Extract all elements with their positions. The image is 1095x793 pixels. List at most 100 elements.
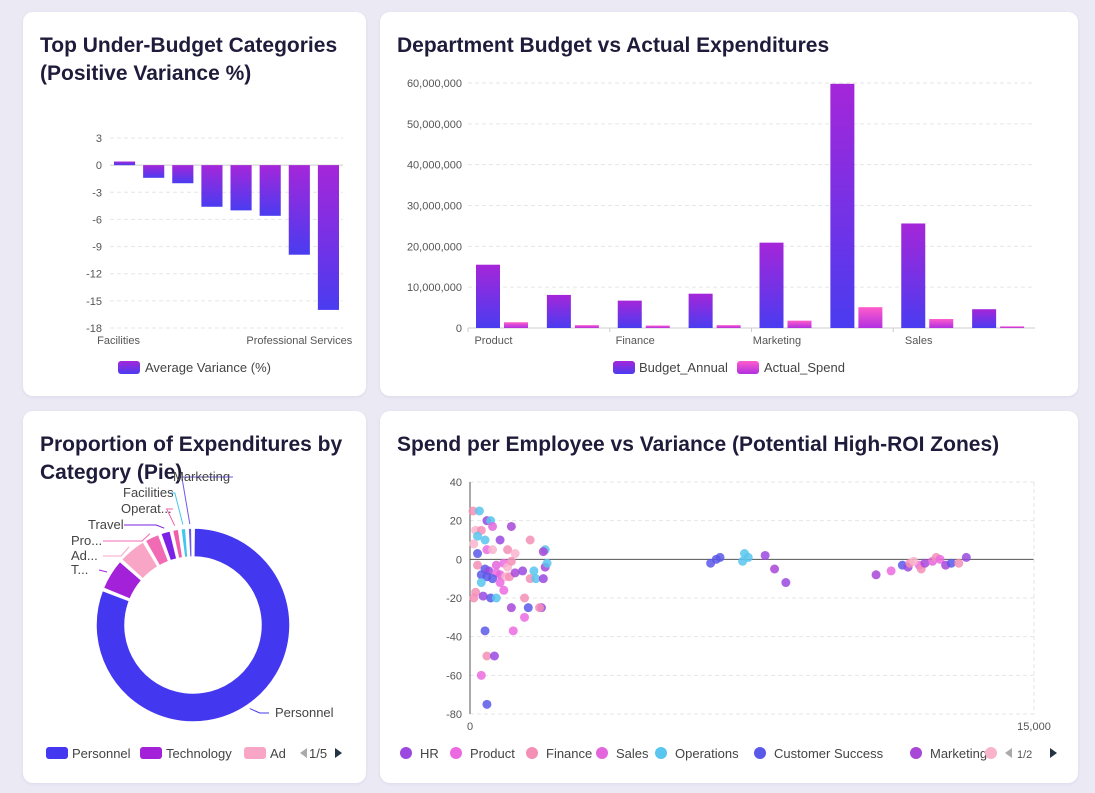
legend-marker[interactable] [596,747,608,759]
scatter-point [499,585,509,595]
scatter-point [491,593,501,603]
scatter-point [476,578,486,588]
bar [288,165,310,255]
budget-bar [688,293,713,328]
pie-slice [187,527,193,558]
label-leader-line [165,508,176,526]
y-tick-label: 60,000,000 [407,78,462,90]
scatter-point [488,574,498,584]
label-leader-line [103,546,130,557]
x-tick-label: 15,000 [1017,721,1051,733]
budget-chart-title: Department Budget vs Actual Expenditures [397,34,830,57]
scatter-point [488,521,498,531]
budget-chart: 0 10,000,000 20,000,000 30,000,000 40,000,00… [407,78,1035,375]
legend-prev-icon[interactable] [1005,748,1012,758]
y-tick-label: -20 [446,593,462,605]
actual-spend-bar [787,320,812,328]
legend-next-icon[interactable] [1050,748,1057,758]
actual-spend-bar [504,322,528,328]
scatter-point [495,578,505,588]
scatter-point [525,535,535,545]
scatter-point [529,566,539,576]
legend-page: 1/2 [1017,749,1032,761]
label-leader-line [169,492,184,525]
pie-slice [95,527,291,723]
legend-marker[interactable] [400,747,412,759]
pie-chart-title: Proportion of Expenditures by Category (… [40,433,343,484]
legend-item-label: Ad [270,746,286,761]
scatter-point [476,670,486,680]
label-leader-line [124,524,165,529]
scatter-point [520,612,530,622]
scatter-point [474,506,484,516]
scatter-point [480,626,490,636]
bar [172,165,194,184]
slice-label: Facilities [123,485,174,500]
scatter-point [473,560,483,570]
legend-label: Budget_Annual [639,360,728,375]
scatter-point [935,554,945,564]
scatter-point [523,603,533,613]
scatter-point [538,574,548,584]
legend-swatch[interactable] [244,747,266,759]
y-tick-label: 40,000,000 [407,160,462,172]
y-tick-label: -9 [92,242,102,254]
scatter-point [715,552,725,562]
pie-slice [144,533,170,567]
legend-marker[interactable] [910,747,922,759]
scatter-point [954,558,964,568]
scatter-chart: 40 20 0 -20 -40 -60 -80 0 15,000 HR Product Finance… [400,477,1057,761]
legend-marker[interactable] [985,747,997,759]
scatter-point [480,535,490,545]
legend-item-label: Operations [675,746,739,761]
scatter-point [510,549,520,559]
scatter-point [531,574,541,584]
scatter-point [468,506,478,516]
y-tick-label: -80 [446,709,462,721]
scatter-point [469,593,479,603]
legend-marker[interactable] [754,747,766,759]
pie-slice [159,529,178,562]
scatter-point [909,556,919,566]
legend-item-label: HR [420,746,439,761]
pie-chart: Personnel T...Ad...Pro...TravelOperat...F… [46,469,342,761]
pie-slice [102,560,143,601]
scatter-point [506,556,516,566]
legend-swatch[interactable] [140,747,162,759]
slice-label: T... [71,562,88,577]
y-tick-label: 20,000,000 [407,241,462,253]
scatter-point [920,558,930,568]
legend-swatch[interactable] [46,747,68,759]
scatter-point [535,603,545,613]
actual-spend-bar [716,325,741,328]
legend-next-icon[interactable] [335,748,342,758]
scatter-point [491,560,501,570]
budget-bar [972,309,997,328]
scatter-point [473,549,483,559]
legend-marker[interactable] [450,747,462,759]
y-tick-label: 20 [450,516,462,528]
legend-marker[interactable] [526,747,538,759]
scatter-point [478,591,488,601]
actual-spend-bar [645,325,670,328]
actual-spend-bar [1000,326,1025,328]
legend-item-label: Sales [616,746,649,761]
slice-label: Marketing [173,469,230,484]
legend-prev-icon[interactable] [300,748,307,758]
legend-marker[interactable] [655,747,667,759]
legend-item-label: Personnel [72,746,131,761]
legend-swatch [613,361,635,374]
scatter-point [469,539,479,549]
scatter-point [488,545,498,555]
scatter-point [961,552,971,562]
budget-bar [830,83,855,328]
scatter-point [482,699,492,709]
bar [114,161,136,166]
scatter-point [518,566,528,576]
budget-card: Department Budget vs Actual Expenditures… [380,12,1078,396]
scatter-chart-title: Spend per Employee vs Variance (Potentia… [397,433,1000,456]
legend-label: Average Variance (%) [145,360,271,375]
budget-bar [546,294,571,328]
pie-slice [120,540,160,581]
